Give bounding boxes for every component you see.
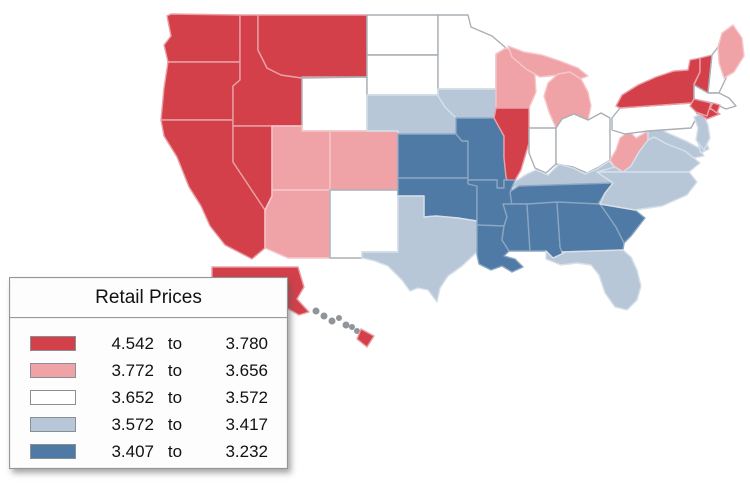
range-separator: to xyxy=(167,441,183,461)
state-mi-upper[interactable] xyxy=(507,45,589,81)
state-nc[interactable] xyxy=(596,171,698,211)
state-wy[interactable] xyxy=(301,76,368,132)
state-me[interactable] xyxy=(717,24,745,79)
range-from: 3.772 xyxy=(111,360,154,380)
range-to: 3.780 xyxy=(225,333,268,353)
aleutian-island xyxy=(320,312,328,320)
state-mi-lower[interactable] xyxy=(543,71,592,129)
legend-swatch-red xyxy=(30,336,76,351)
hawaii-small-island xyxy=(342,321,350,329)
legend-row: 3.652 to 3.572 xyxy=(30,384,275,411)
aleutian-island xyxy=(312,307,320,315)
legend-panel[interactable]: Retail Prices 4.542 to 3.780 3.772 to 3.… xyxy=(9,277,288,469)
state-nd[interactable] xyxy=(366,14,439,56)
legend-swatch-pink xyxy=(30,363,76,378)
range-from: 3.407 xyxy=(111,441,154,461)
state-md[interactable] xyxy=(647,126,705,159)
legend-swatch-lightblue xyxy=(30,417,76,432)
state-ct[interactable] xyxy=(689,98,712,117)
state-sd[interactable] xyxy=(366,54,439,96)
range-separator: to xyxy=(167,333,183,353)
state-or[interactable] xyxy=(160,61,241,121)
legend-row: 3.407 to 3.232 xyxy=(30,438,275,465)
state-wa[interactable] xyxy=(163,13,241,63)
range-to: 3.656 xyxy=(225,360,268,380)
state-ri[interactable] xyxy=(709,102,721,114)
range-to: 3.572 xyxy=(225,387,268,407)
range-from: 4.542 xyxy=(111,333,154,353)
range-from: 3.572 xyxy=(111,414,154,434)
state-fl[interactable] xyxy=(545,249,642,311)
range-to: 3.417 xyxy=(225,414,268,434)
state-co[interactable] xyxy=(329,130,399,191)
state-tn[interactable] xyxy=(502,182,614,205)
legend-title: Retail Prices xyxy=(95,287,202,308)
state-tx[interactable] xyxy=(361,195,478,303)
state-oh[interactable] xyxy=(555,112,611,174)
legend-row: 3.572 to 3.417 xyxy=(30,411,275,438)
range-to: 3.232 xyxy=(225,441,268,461)
hawaii-small-island xyxy=(349,324,355,330)
range-from: 3.652 xyxy=(111,387,154,407)
range-separator: to xyxy=(167,414,183,434)
range-separator: to xyxy=(167,360,183,380)
state-ms[interactable] xyxy=(501,203,531,252)
legend-swatch-white xyxy=(30,390,76,405)
legend-row: 4.542 to 3.780 xyxy=(30,330,275,357)
legend-separator-line xyxy=(10,317,287,319)
state-nm[interactable] xyxy=(329,189,399,259)
state-hi[interactable] xyxy=(356,328,375,348)
hawaii-small-island xyxy=(336,315,342,321)
state-in[interactable] xyxy=(528,127,557,174)
aleutian-island xyxy=(328,317,336,325)
range-separator: to xyxy=(167,387,183,407)
state-ks[interactable] xyxy=(397,133,469,179)
state-az[interactable] xyxy=(264,189,331,259)
legend-swatch-darkblue xyxy=(30,444,76,459)
state-ar[interactable] xyxy=(467,179,516,227)
legend-rows: 4.542 to 3.780 3.772 to 3.656 3.652 to 3… xyxy=(10,319,287,465)
state-mt[interactable] xyxy=(257,14,368,79)
state-ut[interactable] xyxy=(271,125,331,191)
legend-row: 3.772 to 3.656 xyxy=(30,357,275,384)
